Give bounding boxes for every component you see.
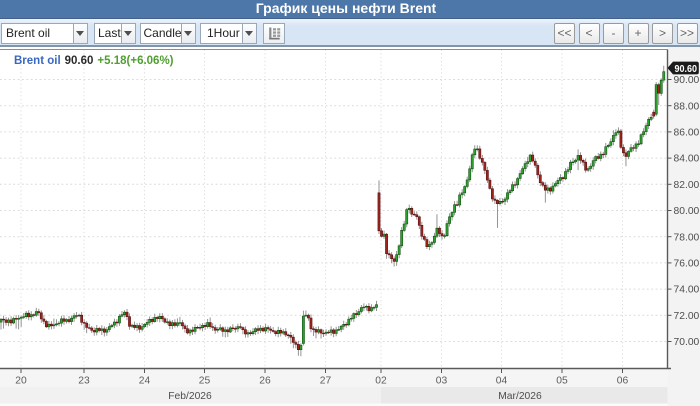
svg-text:24: 24 xyxy=(139,376,151,387)
svg-text:88.00: 88.00 xyxy=(674,101,700,112)
svg-text:76.00: 76.00 xyxy=(674,259,700,270)
svg-text:23: 23 xyxy=(78,376,90,387)
svg-text:80.00: 80.00 xyxy=(674,206,700,217)
svg-text:82.00: 82.00 xyxy=(674,180,700,191)
svg-text:05: 05 xyxy=(556,376,568,387)
svg-text:90.00: 90.00 xyxy=(674,75,700,86)
svg-text:25: 25 xyxy=(199,376,211,387)
svg-text:70.00: 70.00 xyxy=(674,337,700,348)
svg-text:Feb/2026: Feb/2026 xyxy=(168,391,212,402)
svg-text:72.00: 72.00 xyxy=(674,311,700,322)
svg-text:06: 06 xyxy=(617,376,629,387)
svg-text:78.00: 78.00 xyxy=(674,232,700,243)
svg-text:27: 27 xyxy=(320,376,332,387)
svg-text:20: 20 xyxy=(15,376,27,387)
svg-text:Mar/2026: Mar/2026 xyxy=(498,391,542,402)
svg-text:03: 03 xyxy=(436,376,448,387)
svg-text:84.00: 84.00 xyxy=(674,154,700,165)
svg-text:74.00: 74.00 xyxy=(674,285,700,296)
svg-text:90.60: 90.60 xyxy=(675,63,698,75)
svg-text:26: 26 xyxy=(259,376,271,387)
svg-text:02: 02 xyxy=(375,376,387,387)
svg-text:86.00: 86.00 xyxy=(674,128,700,139)
svg-text:04: 04 xyxy=(496,376,508,387)
